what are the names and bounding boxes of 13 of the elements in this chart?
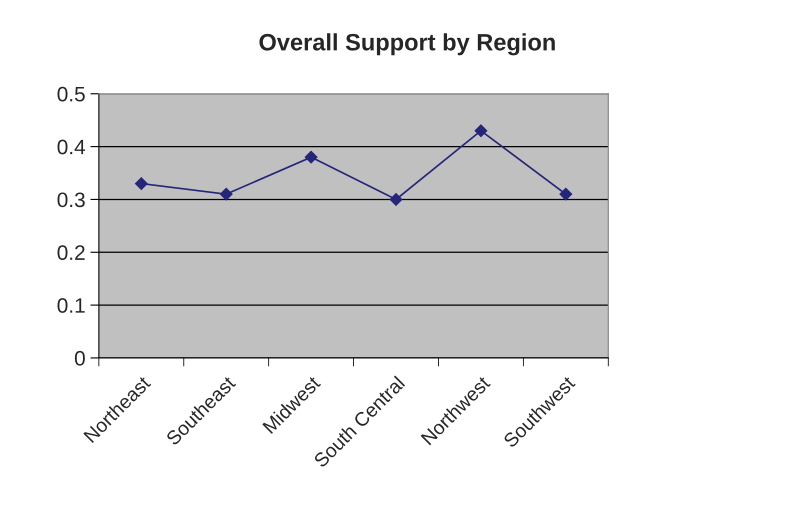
y-tick-label: 0 [74,350,85,366]
point [220,188,233,201]
y-tick-label: 0.1 [58,298,85,313]
point [390,193,402,206]
y-tick-label: 0.3 [58,192,85,208]
point [559,188,572,201]
y-tick-label: 0.2 [58,245,85,260]
chart-title: Overall Support by Region [259,33,555,56]
y-tick-label: 0.4 [58,140,86,154]
point [474,124,488,138]
point [134,177,148,190]
point [304,150,318,164]
y-tick-label: 0.5 [58,86,85,102]
